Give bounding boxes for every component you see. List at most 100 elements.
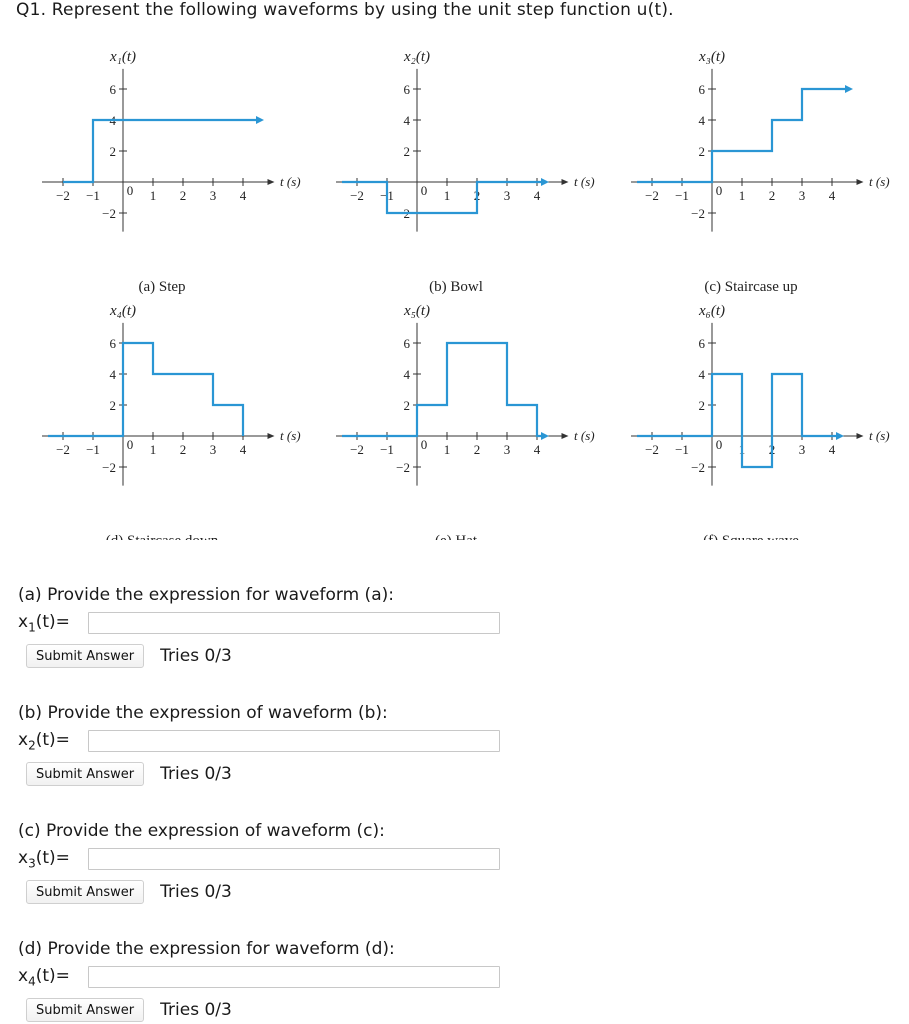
x-axis-arrow	[856, 433, 864, 439]
x-axis-arrow	[561, 433, 569, 439]
x2-label: x2(t)=	[18, 729, 70, 753]
time-axis-label: t (s)	[574, 174, 595, 189]
x-tick-label: −2	[645, 188, 659, 203]
x-tick-label: 0	[127, 437, 134, 452]
time-axis-label: t (s)	[574, 428, 595, 443]
question-title: Q1. Represent the following waveforms by…	[16, 0, 674, 20]
y-tick-label: 2	[699, 398, 706, 413]
x-tick-label: 1	[444, 188, 451, 203]
time-axis-label: t (s)	[280, 174, 301, 189]
x-tick-label: −2	[350, 442, 364, 457]
x-tick-label: 0	[127, 183, 134, 198]
y-tick-label: 4	[110, 367, 117, 382]
x-tick-label: 4	[240, 442, 247, 457]
x-tick-label: −1	[380, 442, 394, 457]
y-tick-label: 6	[110, 336, 117, 351]
y-tick-label: 2	[404, 144, 411, 159]
x-tick-label: 4	[534, 188, 541, 203]
x-tick-label: 2	[769, 188, 776, 203]
x-tick-label: 3	[504, 188, 511, 203]
x4-answer-input[interactable]	[88, 966, 500, 988]
part-d-prompt: (d) Provide the expression for waveform …	[18, 939, 395, 959]
part-b-prompt: (b) Provide the expression of waveform (…	[18, 703, 388, 723]
tries-b: Tries 0/3	[160, 764, 232, 784]
x1-answer-input[interactable]	[88, 612, 500, 634]
signal-waveform	[342, 180, 546, 215]
x-tick-label: 3	[504, 442, 511, 457]
x2-answer-input[interactable]	[88, 730, 500, 752]
tries-d: Tries 0/3	[160, 1000, 232, 1020]
signal-waveform	[637, 372, 841, 469]
y-tick-label: 4	[404, 113, 411, 128]
part-a-prompt: (a) Provide the expression for waveform …	[18, 585, 394, 605]
panel-caption: (b) Bowl	[429, 279, 483, 295]
y-axis-label: x₆(t)	[698, 303, 725, 319]
x-tick-label: −2	[56, 188, 70, 203]
part-a: (a) Provide the expression for waveform …	[18, 582, 538, 668]
y-tick-label: 6	[404, 82, 411, 97]
x-tick-label: 1	[150, 442, 157, 457]
y-tick-label: 6	[404, 336, 411, 351]
signal-waveform	[48, 341, 245, 438]
y-tick-label: 2	[110, 144, 117, 159]
x-tick-label: −2	[350, 188, 364, 203]
x-axis-arrow	[267, 179, 275, 185]
y-tick-label: −2	[102, 206, 116, 221]
x-tick-label: 1	[444, 442, 451, 457]
x-tick-label: 4	[829, 442, 836, 457]
x-tick-label: −2	[56, 442, 70, 457]
part-b: (b) Provide the expression of waveform (…	[18, 700, 538, 786]
signal-arrowhead	[845, 85, 853, 93]
y-tick-label: 4	[699, 367, 706, 382]
part-c-prompt: (c) Provide the expression of waveform (…	[18, 821, 385, 841]
y-axis-label: x₄(t)	[109, 303, 136, 319]
x-tick-label: 4	[534, 442, 541, 457]
panel-caption: (a) Step	[138, 279, 185, 295]
x-tick-label: 0	[421, 183, 428, 198]
y-tick-label: −2	[396, 460, 410, 475]
submit-answer-d-button[interactable]: Submit Answer	[26, 998, 145, 1022]
submit-answer-a-button[interactable]: Submit Answer	[26, 644, 145, 668]
y-axis-label: x₂(t)	[403, 49, 430, 65]
x1-label: x1(t)=	[18, 611, 70, 635]
signal-waveform	[63, 118, 261, 184]
x-tick-label: −2	[645, 442, 659, 457]
tries-c: Tries 0/3	[160, 882, 232, 902]
y-tick-label: 4	[699, 113, 706, 128]
y-tick-label: 4	[404, 367, 411, 382]
y-tick-label: 2	[404, 398, 411, 413]
signal-waveform	[637, 87, 850, 184]
x-tick-label: 3	[799, 442, 806, 457]
panel-caption: (c) Staircase up	[704, 279, 797, 295]
x-tick-label: −1	[675, 188, 689, 203]
signal-arrowhead	[541, 178, 549, 186]
submit-answer-b-button[interactable]: Submit Answer	[26, 762, 145, 786]
x3-answer-input[interactable]	[88, 848, 500, 870]
x-tick-label: 4	[240, 188, 247, 203]
x-tick-label: 0	[421, 437, 428, 452]
panel-caption: (d) Staircase down	[106, 533, 219, 540]
x-axis-arrow	[561, 179, 569, 185]
x-tick-label: 0	[716, 437, 723, 452]
x-tick-label: 1	[739, 188, 746, 203]
x3-label: x3(t)=	[18, 847, 70, 871]
y-tick-label: 6	[699, 82, 706, 97]
x-axis-arrow	[267, 433, 275, 439]
signal-arrowhead	[256, 116, 264, 124]
y-tick-label: −2	[691, 460, 705, 475]
signal-arrowhead	[541, 432, 549, 440]
y-tick-label: −2	[691, 206, 705, 221]
y-axis-label: x₅(t)	[403, 303, 430, 319]
y-tick-label: −2	[102, 460, 116, 475]
part-d: (d) Provide the expression for waveform …	[18, 936, 538, 1022]
y-axis-label: x₁(t)	[109, 49, 136, 65]
x-tick-label: −1	[86, 442, 100, 457]
panel-caption: (e) Hat	[435, 533, 478, 540]
x4-label: x4(t)=	[18, 965, 70, 989]
submit-answer-c-button[interactable]: Submit Answer	[26, 880, 145, 904]
y-tick-label: 6	[699, 336, 706, 351]
x-tick-label: 3	[210, 188, 217, 203]
y-tick-label: 2	[110, 398, 117, 413]
y-tick-label: 2	[699, 144, 706, 159]
